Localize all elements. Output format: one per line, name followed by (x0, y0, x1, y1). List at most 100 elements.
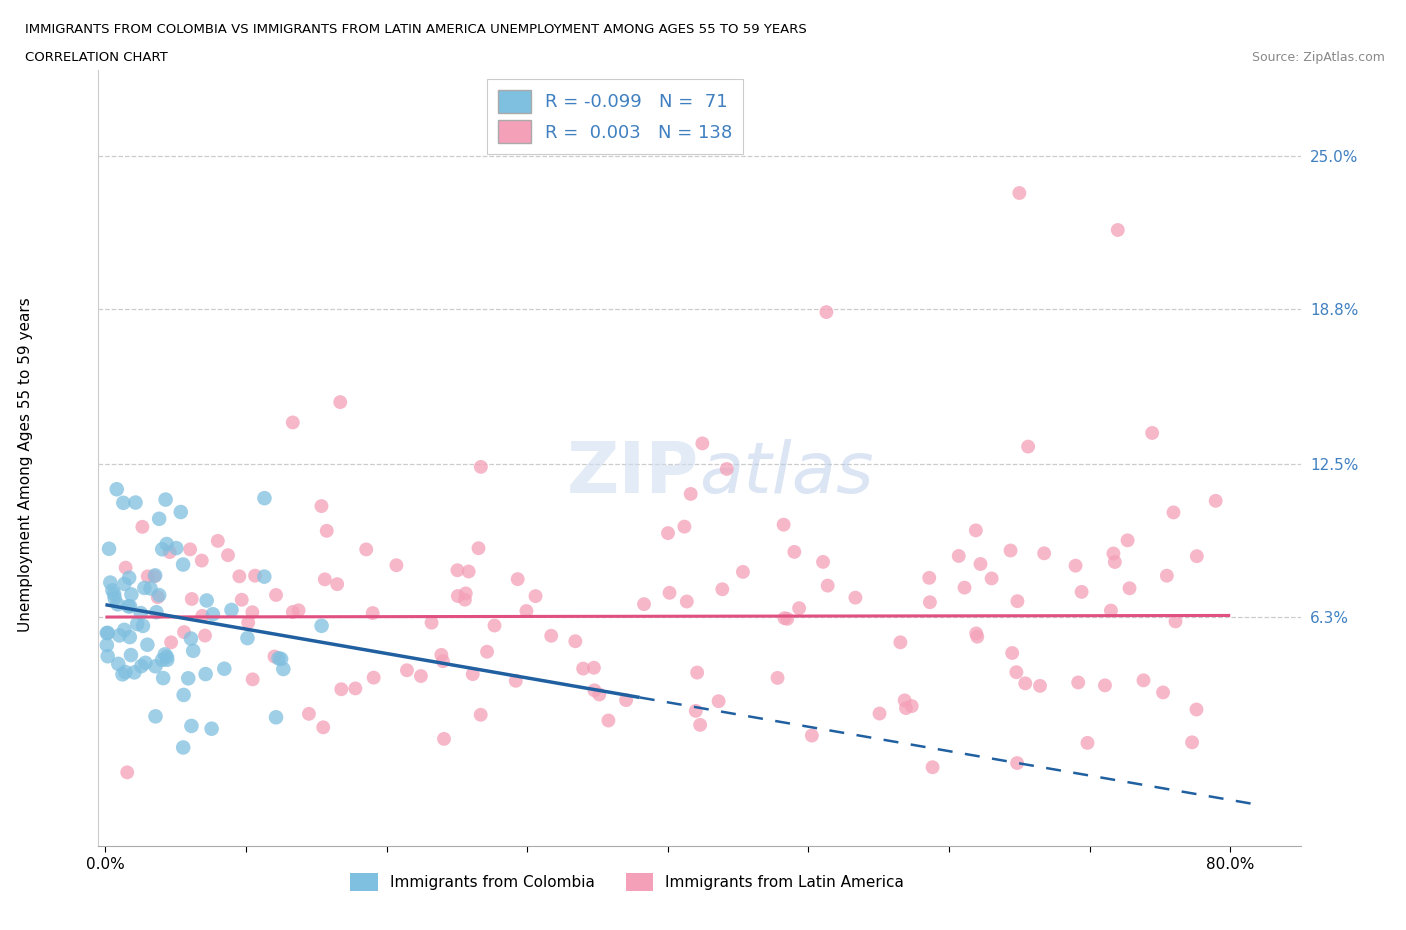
Point (112, 622, 135, 637)
Point (329, 394, 352, 409)
Point (965, 626, 987, 641)
Point (918, 570, 941, 585)
Point (817, 578, 839, 593)
Point (1132, 673, 1154, 688)
Point (800, 728, 823, 743)
Point (948, 549, 970, 564)
Point (170, 505, 193, 520)
Point (264, 588, 287, 603)
Point (921, 760, 943, 775)
Point (686, 665, 709, 680)
Point (1000, 543, 1022, 558)
Point (173, 625, 195, 640)
Point (980, 571, 1002, 586)
Point (1067, 675, 1090, 690)
Point (1033, 546, 1056, 561)
Point (160, 635, 183, 650)
Point (1185, 702, 1208, 717)
Point (120, 587, 142, 602)
Point (311, 618, 333, 633)
Text: Source: ZipAtlas.com: Source: ZipAtlas.com (1251, 51, 1385, 64)
Point (707, 694, 730, 709)
Point (156, 649, 179, 664)
Point (776, 611, 799, 626)
Point (315, 524, 337, 538)
Point (966, 630, 988, 644)
Legend: Immigrants from Colombia, Immigrants from Latin America: Immigrants from Colombia, Immigrants fro… (344, 867, 910, 897)
Text: IMMIGRANTS FROM COLOMBIA VS IMMIGRANTS FROM LATIN AMERICA UNEMPLOYMENT AMONG AGE: IMMIGRANTS FROM COLOMBIA VS IMMIGRANTS F… (25, 23, 807, 36)
Point (97, 649, 120, 664)
Point (894, 700, 917, 715)
Point (107, 597, 129, 612)
Point (194, 628, 217, 643)
Point (969, 556, 991, 571)
Point (127, 617, 149, 631)
Point (281, 415, 304, 430)
Point (540, 629, 562, 644)
Point (240, 604, 263, 619)
Point (447, 589, 470, 604)
Point (105, 482, 128, 497)
Point (112, 496, 135, 511)
Point (454, 592, 477, 607)
Point (1205, 494, 1227, 509)
Point (148, 512, 170, 526)
Point (145, 709, 167, 724)
Point (101, 583, 124, 598)
Point (633, 597, 655, 612)
Point (148, 588, 170, 603)
Point (787, 601, 810, 616)
Point (773, 611, 796, 626)
Point (716, 461, 738, 476)
Point (572, 661, 595, 676)
Point (201, 606, 224, 621)
Point (231, 592, 253, 607)
Point (385, 558, 408, 573)
Point (132, 618, 155, 633)
Point (1163, 505, 1185, 520)
Point (1070, 584, 1092, 599)
Point (1007, 593, 1029, 608)
Point (312, 720, 335, 735)
Point (270, 652, 292, 667)
Point (190, 553, 212, 568)
Point (811, 554, 834, 569)
Point (146, 590, 169, 604)
Point (1064, 558, 1087, 573)
Point (1099, 604, 1122, 618)
Point (658, 585, 681, 600)
Point (564, 634, 586, 649)
Point (124, 495, 146, 510)
Point (965, 523, 987, 538)
Point (221, 603, 243, 618)
Point (446, 563, 468, 578)
Point (136, 637, 159, 652)
Point (112, 577, 135, 591)
Point (515, 604, 537, 618)
Point (1185, 549, 1208, 564)
Point (124, 665, 146, 680)
Point (1005, 755, 1028, 770)
Point (953, 580, 976, 595)
Point (470, 459, 492, 474)
Point (181, 644, 204, 658)
Point (118, 630, 141, 644)
Point (467, 540, 489, 555)
Point (1094, 678, 1116, 693)
Point (1152, 685, 1174, 700)
Point (264, 710, 287, 724)
Point (614, 693, 637, 708)
Point (583, 683, 606, 698)
Point (461, 667, 484, 682)
Point (1116, 533, 1139, 548)
Point (180, 591, 202, 606)
Point (165, 540, 187, 555)
Point (692, 436, 714, 451)
Point (159, 545, 181, 560)
Point (361, 605, 384, 620)
Point (1181, 735, 1204, 750)
Text: Unemployment Among Ages 55 to 59 years: Unemployment Among Ages 55 to 59 years (18, 298, 32, 632)
Point (156, 652, 179, 667)
Point (893, 693, 915, 708)
Point (689, 717, 711, 732)
